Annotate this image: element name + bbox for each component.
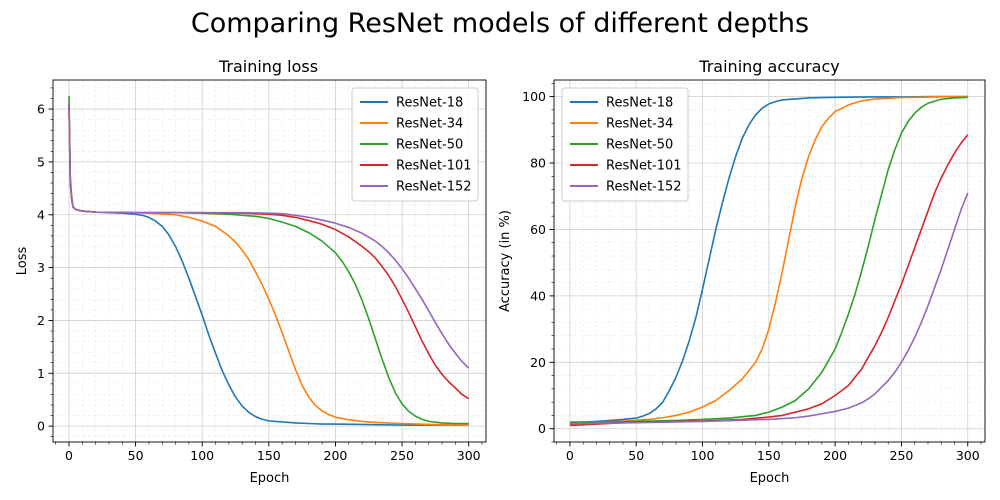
loss-legend-box <box>351 87 479 202</box>
loss-y-tick-label: 3 <box>37 260 45 275</box>
accuracy-legend-box <box>561 87 689 202</box>
accuracy-x-tick-label: 100 <box>691 448 715 463</box>
accuracy-plot-frame <box>553 79 986 443</box>
figure-title: Comparing ResNet models of different dep… <box>191 8 809 39</box>
accuracy-legend: ResNet-18 ResNet-34 ResNet-50 ResNet-101 Res… <box>561 87 689 202</box>
accuracy-x-tick-label: 50 <box>628 448 644 463</box>
accuracy-series-resnet-50 <box>569 96 968 423</box>
accuracy-x-axis-label: Epoch <box>750 471 790 486</box>
loss-legend: ResNet-18 ResNet-34 ResNet-50 ResNet-101 Res… <box>351 87 479 202</box>
accuracy-series-resnet-152 <box>569 192 969 425</box>
accuracy-x-tick-label: 150 <box>757 448 781 463</box>
accuracy-x-tick-label: 200 <box>823 448 847 463</box>
accuracy-legend-label: ResNet-34 <box>606 117 673 132</box>
accuracy-y-tick-label: 40 <box>530 288 546 303</box>
accuracy-series-resnet-34 <box>569 95 968 425</box>
loss-y-tick-label: 6 <box>37 102 45 117</box>
loss-plot-frame <box>52 79 487 443</box>
accuracy-x-tick-label: 0 <box>566 448 574 463</box>
loss-x-tick-label: 50 <box>128 448 144 463</box>
accuracy-x-tick-label: 300 <box>956 448 980 463</box>
loss-y-axis-label: Loss <box>15 247 30 276</box>
accuracy-y-axis-label: Accuracy (in %) <box>498 210 513 312</box>
accuracy-y-tick-label: 20 <box>530 355 546 370</box>
accuracy-y-tick-label: 60 <box>530 222 546 237</box>
loss-x-tick-label: 300 <box>457 448 481 463</box>
loss-legend-label: ResNet-18 <box>396 96 463 111</box>
loss-chart-title: Training loss <box>218 57 318 76</box>
accuracy-series-resnet-101 <box>569 134 969 427</box>
accuracy-x-tick-label: 250 <box>890 448 914 463</box>
accuracy-y-tick-label: 80 <box>530 156 546 171</box>
accuracy-chart-title: Training accuracy <box>698 57 839 76</box>
accuracy-chart: Training accuracy 0 50 100 150 200 250 300 0 20 4… <box>498 57 986 486</box>
loss-legend-label: ResNet-101 <box>396 159 472 174</box>
accuracy-legend-label: ResNet-152 <box>606 180 682 195</box>
loss-x-axis-label: Epoch <box>250 471 290 486</box>
loss-legend-label: ResNet-34 <box>396 117 463 132</box>
loss-x-tick-label: 250 <box>390 448 414 463</box>
loss-series-resnet-152 <box>68 103 470 369</box>
loss-x-tick-label: 150 <box>257 448 281 463</box>
accuracy-legend-label: ResNet-50 <box>606 138 673 153</box>
loss-y-tick-label: 2 <box>37 313 45 328</box>
accuracy-series-resnet-18 <box>569 95 968 425</box>
loss-x-tick-label: 200 <box>324 448 348 463</box>
loss-legend-label: ResNet-50 <box>396 138 463 153</box>
accuracy-y-tick-label: 0 <box>538 421 546 436</box>
accuracy-y-tick-label: 100 <box>522 89 546 104</box>
loss-x-tick-label: 0 <box>65 448 73 463</box>
loss-chart: Training loss 0 50 100 150 200 250 3000123456 … <box>15 57 487 486</box>
loss-x-tick-label: 100 <box>190 448 214 463</box>
loss-legend-label: ResNet-152 <box>396 180 472 195</box>
accuracy-legend-label: ResNet-18 <box>606 96 673 111</box>
accuracy-legend-label: ResNet-101 <box>606 159 682 174</box>
loss-y-tick-label: 0 <box>37 419 45 434</box>
loss-y-tick-label: 4 <box>37 207 45 222</box>
loss-y-tick-label: 5 <box>37 154 45 169</box>
loss-y-tick-label: 1 <box>37 366 45 381</box>
